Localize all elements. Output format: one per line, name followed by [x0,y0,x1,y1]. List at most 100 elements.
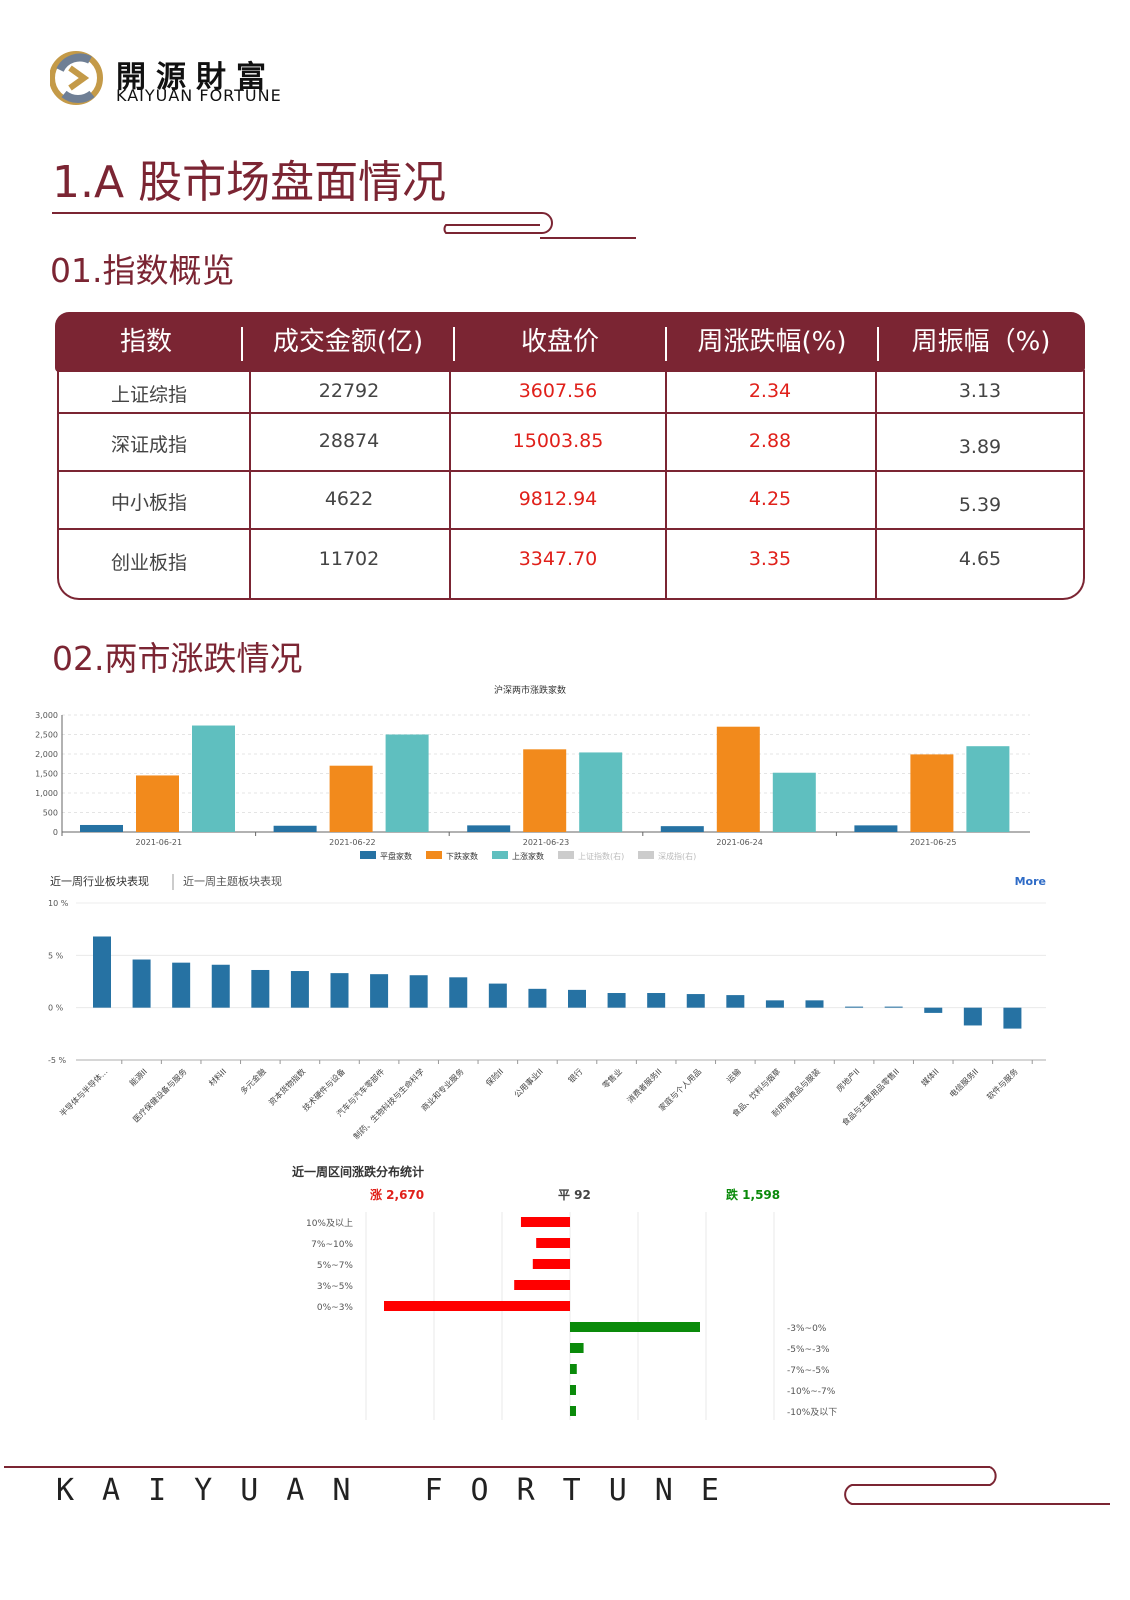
legend-label: 上涨家数 [512,851,544,861]
legend-swatch [558,851,574,859]
table-cell: 4.65 [958,548,1002,570]
bar-平盘家数 [273,825,317,832]
sector-bar [370,974,389,1008]
y-tick-label: 1,500 [35,770,58,779]
sector-bar [251,969,270,1008]
sector-performance-chart: 近一周行业板块表现 近一周主题板块表现 More 10 % 5 % 0 % -5 %半导体与… [48,874,1046,1141]
sector-bar [924,1007,943,1013]
bar-下跌家数 [716,726,760,832]
subsection-index-overview: 01.指数概览 [50,251,235,290]
up-category-label: 0%~3% [317,1303,354,1313]
down-category-label: -5%~-3% [787,1345,830,1355]
y-tick-label: 2,500 [35,731,58,740]
x-tick-label: 2021-06-24 [716,838,763,847]
table-cell: 3347.70 [518,548,598,570]
header-turnover: 成交金额(亿) [272,327,424,357]
sector-bar [449,977,468,1008]
x-tick-label: 2021-06-22 [329,838,376,847]
legend-swatch [492,851,508,859]
bar-下跌家数 [136,775,179,832]
section-title: 1.A 股市场盘面情况 [52,157,447,208]
y-tick-label: 10 % [48,899,69,908]
down-bar [570,1343,584,1353]
bar-下跌家数 [329,765,373,832]
index-table: 指数 成交金额(亿) 收盘价 周涨跌幅(%) 周振幅（%) 上证综指 22792… [55,312,1085,600]
footer-decoration [4,1466,1110,1505]
flat-count: 平 92 [558,1188,591,1202]
chart-title: 近一周区间涨跌分布统计 [292,1164,424,1179]
x-tick-label: 银行 [566,1066,584,1084]
sector-bar [805,1000,824,1008]
tab-industry: 近一周行业板块表现 [50,874,149,888]
x-tick-label: 保险II [484,1066,506,1088]
x-tick-label: 能源II [127,1066,149,1088]
down-category-label: -3%~0% [787,1324,827,1334]
table-cell: 创业板指 [110,552,187,574]
table-cell: 15003.85 [512,430,604,452]
table-cell: 上证综指 [110,384,187,406]
x-tick-label: 消费者服务II [625,1066,664,1105]
y-tick-label: 1,000 [35,789,58,798]
x-tick-label: 电信服务II [947,1066,980,1099]
footer-brand: KAIYUAN FORTUNE [56,1473,747,1508]
down-bar [570,1322,700,1332]
x-tick-label: 零售业 [600,1066,624,1090]
table-cell: 深证成指 [110,434,187,456]
sector-bar [765,1000,784,1008]
bar-平盘家数 [854,825,898,832]
sector-bar [607,993,626,1008]
x-tick-label: 资本货物指数 [266,1066,307,1107]
bar-平盘家数 [80,824,123,832]
table-cell: 22792 [318,380,380,402]
table-cell: 5.39 [958,494,1002,516]
down-bar [570,1364,577,1374]
bar-平盘家数 [660,826,704,832]
bar-上涨家数 [192,725,235,832]
up-count: 涨 2,670 [370,1187,424,1202]
sector-bar [726,995,745,1008]
legend-label: 下跌家数 [446,851,478,861]
x-tick-label: 2021-06-21 [136,838,183,847]
brand-name-en: KAIYUAN FORTUNE [116,86,282,105]
up-category-label: 7%~10% [311,1240,353,1250]
x-tick-label: 运输 [724,1066,742,1084]
y-tick-label: 500 [43,809,58,818]
table-cell: 9812.94 [518,488,598,510]
header-weekly-amplitude: 周振幅（%) [911,327,1051,357]
table-cell: 3607.56 [518,380,598,402]
table-cell: 3.35 [748,548,792,570]
tab-theme: 近一周主题板块表现 [183,874,282,888]
sector-bar [172,962,191,1008]
up-bar [532,1259,570,1269]
down-category-label: -10%及以下 [787,1407,837,1418]
x-tick-label: 材料II [206,1066,228,1088]
header-weekly-change: 周涨跌幅(%) [697,327,847,357]
down-count: 跌 1,598 [726,1187,780,1202]
y-tick-label: -5 % [48,1056,67,1065]
x-tick-label: 多元金融 [238,1066,268,1096]
header-index: 指数 [119,327,172,357]
down-category-label: -10%~-7% [787,1387,836,1397]
brand-name-cn: 開源財富 [116,60,276,95]
x-tick-label: 公用事业II [512,1066,545,1099]
y-tick-label: 0 [53,828,58,837]
down-bar [570,1406,576,1416]
x-tick-label: 软件与服务 [984,1066,1019,1101]
chart-title: 沪深两市涨跌家数 [494,684,566,696]
up-bar [384,1301,570,1311]
x-tick-label: 2021-06-23 [523,838,570,847]
legend-label: 平盘家数 [380,851,412,861]
more-link[interactable]: More [1015,875,1046,888]
sector-bar [568,989,586,1008]
up-category-label: 5%~7% [317,1261,354,1271]
up-category-label: 10%及以上 [306,1218,353,1229]
sector-bar [132,959,151,1008]
down-bar [570,1385,576,1395]
bar-下跌家数 [523,749,567,832]
sector-bar [1003,1007,1022,1029]
bar-上涨家数 [385,734,429,832]
kaiyuan-logo-icon [50,51,103,105]
y-tick-label: 0 % [48,1004,64,1013]
table-header: 指数 成交金额(亿) 收盘价 周涨跌幅(%) 周振幅（%) [55,312,1085,372]
legend-swatch [360,851,376,859]
